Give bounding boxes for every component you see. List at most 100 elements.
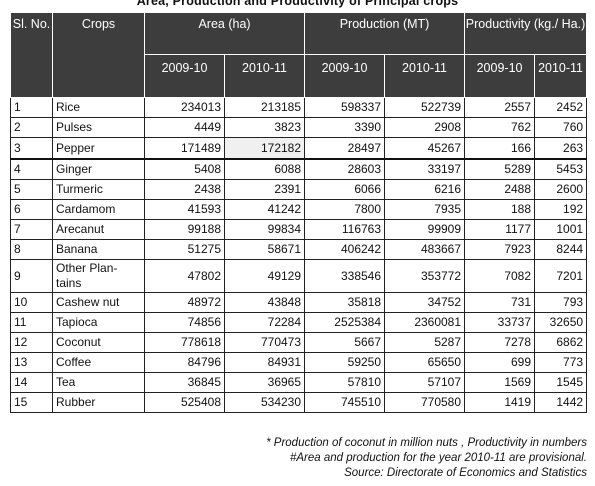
cell-value: 99188 (144, 219, 225, 240)
cell-value: 166 (464, 137, 536, 160)
cell-value: 1442 (534, 392, 588, 413)
table-row: 11 Tapioca 74856 72284 2525384 2360081 33737 32… (10, 312, 588, 333)
cell-crop: Rice (52, 97, 145, 118)
cell-value: 731 (464, 292, 536, 313)
cell-value: 47802 (144, 259, 225, 293)
cell-value: 525408 (144, 392, 225, 413)
cell-value: 1569 (464, 372, 536, 393)
cell-value: 770580 (384, 392, 466, 413)
cell-value: 36845 (144, 372, 225, 393)
cell-sl-no: 11 (10, 312, 53, 333)
header-year: 2010-11 (534, 54, 588, 98)
table-row: 10 Cashew nut 48972 43848 35818 34752 731 793 (10, 292, 588, 313)
cell-value: 49129 (223, 259, 306, 293)
cell-value: 33197 (384, 158, 466, 180)
table-row: 6 Cardamom 41593 41242 7800 7935 188 192 (10, 199, 588, 220)
cell-value: 773 (534, 352, 588, 373)
table-row: 12 Coconut 778618 770473 5667 5287 7278 6862 (10, 332, 588, 353)
header-sl-no: Sl. No. (10, 12, 53, 98)
cell-crop: Cardamom (52, 199, 145, 220)
cell-sl-no: 4 (10, 158, 53, 180)
cell-value: 5408 (144, 158, 225, 180)
cell-value: 6066 (304, 179, 386, 200)
cell-value: 36965 (223, 372, 306, 393)
table-body: 1 Rice 234013 213185 598337 522739 2557 2452 2 Pu… (10, 97, 588, 413)
cell-value: 353772 (384, 259, 466, 293)
cell-value: 99909 (384, 219, 466, 240)
header-productivity: Productivity (kg./ Ha.) (464, 12, 588, 55)
cell-crop: Tapioca (52, 312, 145, 333)
cell-sl-no: 12 (10, 332, 53, 353)
cell-value: 1177 (464, 219, 536, 240)
cell-value: 406242 (304, 239, 386, 260)
cell-sl-no: 13 (10, 352, 53, 373)
cell-value: 5453 (534, 158, 588, 180)
cell-value: 793 (534, 292, 588, 313)
cell-value: 4449 (144, 117, 225, 138)
cell-sl-no: 1 (10, 97, 53, 118)
table-row: 5 Turmeric 2438 2391 6066 6216 2488 2600 (10, 179, 588, 200)
cell-sl-no: 8 (10, 239, 53, 260)
cell-value: 2438 (144, 179, 225, 200)
cell-value: 57810 (304, 372, 386, 393)
cell-sl-no: 3 (10, 137, 53, 160)
cell-crop: Coffee (52, 352, 145, 373)
table-header: Sl. No. Crops Area (ha) Production (MT) … (10, 12, 588, 98)
cell-value: 172182 (223, 137, 306, 160)
table-row: 14 Tea 36845 36965 57810 57107 1569 1545 (10, 372, 588, 393)
table-row: 4 Ginger 5408 6088 28603 33197 5289 5453 (10, 158, 588, 180)
table-row: 8 Banana 51275 58671 406242 483667 7923 8244 (10, 239, 588, 260)
footnotes: * Production of coconut in million nuts … (266, 436, 587, 481)
cell-value: 7935 (384, 199, 466, 220)
cell-value: 5287 (384, 332, 466, 353)
table-row: 3 Pepper 171489 172182 28497 45267 166 263 (10, 137, 588, 160)
cell-value: 65650 (384, 352, 466, 373)
cell-value: 84931 (223, 352, 306, 373)
cell-value: 7201 (534, 259, 588, 293)
table-row: 2 Pulses 4449 3823 3390 2908 762 760 (10, 117, 588, 138)
cell-value: 2391 (223, 179, 306, 200)
crops-table: Sl. No. Crops Area (ha) Production (MT) … (10, 12, 588, 413)
cell-value: 32650 (534, 312, 588, 333)
cell-value: 6088 (223, 158, 306, 180)
cell-value: 213185 (223, 97, 306, 118)
header-year: 2010-11 (223, 54, 306, 98)
cell-crop: Coconut (52, 332, 145, 353)
cell-value: 483667 (384, 239, 466, 260)
cell-value: 6862 (534, 332, 588, 353)
cell-value: 2488 (464, 179, 536, 200)
cell-crop: Ginger (52, 158, 145, 180)
footnote-source: Source: Directorate of Economics and Sta… (344, 467, 587, 479)
table-title: Area, Production and Productivity of Pri… (136, 0, 459, 8)
cell-value: 3390 (304, 117, 386, 138)
cell-value: 59250 (304, 352, 386, 373)
cell-value: 116763 (304, 219, 386, 240)
cell-value: 48972 (144, 292, 225, 313)
header-crops: Crops (52, 12, 145, 98)
cell-crop: Turmeric (52, 179, 145, 200)
cell-value: 74856 (144, 312, 225, 333)
cell-value: 45267 (384, 137, 466, 160)
cell-value: 699 (464, 352, 536, 373)
cell-value: 338546 (304, 259, 386, 293)
cell-value: 1001 (534, 219, 588, 240)
cell-value: 43848 (223, 292, 306, 313)
cell-value: 188 (464, 199, 536, 220)
cell-value: 5667 (304, 332, 386, 353)
cell-value: 5289 (464, 158, 536, 180)
cell-value: 99834 (223, 219, 306, 240)
cell-sl-no: 15 (10, 392, 53, 413)
cell-value: 7082 (464, 259, 536, 293)
cell-crop: Other Plan-tains (52, 259, 145, 293)
cell-crop: Arecanut (52, 219, 145, 240)
cell-value: 34752 (384, 292, 466, 313)
cell-value: 234013 (144, 97, 225, 118)
cell-value: 41242 (223, 199, 306, 220)
cell-value: 28603 (304, 158, 386, 180)
cell-value: 7800 (304, 199, 386, 220)
cell-sl-no: 10 (10, 292, 53, 313)
cell-value: 35818 (304, 292, 386, 313)
cell-value: 8244 (534, 239, 588, 260)
table-row: 7 Arecanut 99188 99834 116763 99909 1177 1001 (10, 219, 588, 240)
cell-value: 2557 (464, 97, 536, 118)
